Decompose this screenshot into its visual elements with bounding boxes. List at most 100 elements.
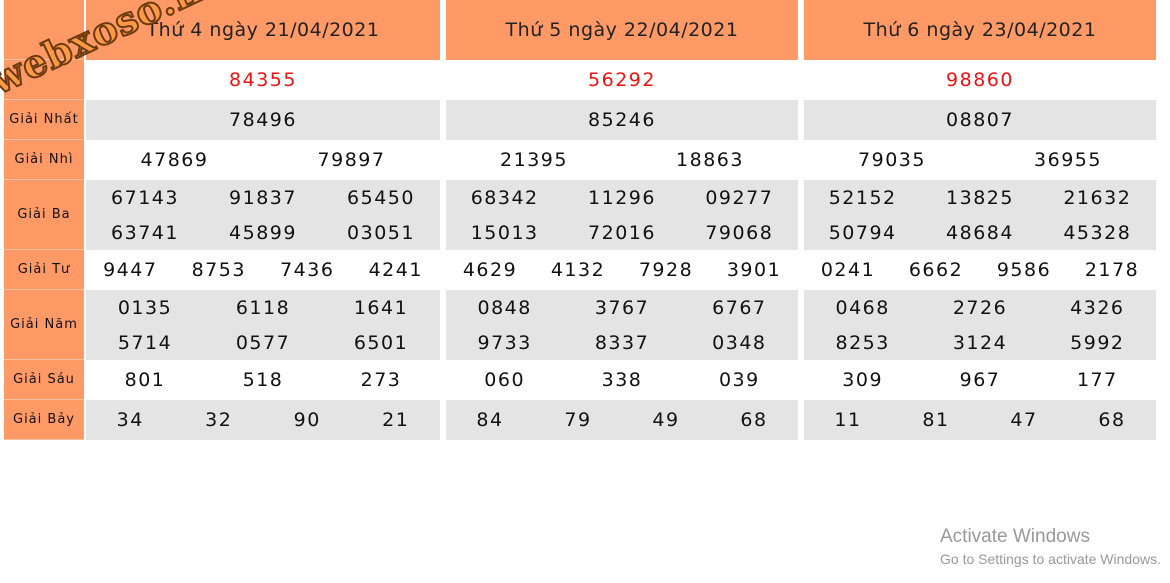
prize-number: 72016 <box>588 221 656 244</box>
activate-windows-subtitle: Go to Settings to activate Windows. <box>940 551 1161 567</box>
prize-number: 518 <box>242 369 284 391</box>
prize-number: 9733 <box>477 331 532 354</box>
prize-number: 49 <box>652 409 680 431</box>
row-labels: Giải Nhất Giải Nhì Giải Ba Giải Tư Giải Năm G… <box>4 0 84 440</box>
row-label: Giải Nhì <box>4 140 84 180</box>
prize-number: 5714 <box>117 331 173 354</box>
prize-row-g3: 67143 91837 65450 63741 45899 03051 <box>86 180 440 250</box>
prize-number: 21395 <box>500 149 568 171</box>
prize-number: 8253 <box>835 331 890 354</box>
row-label <box>4 0 84 60</box>
prize-number: 47869 <box>140 149 209 171</box>
prize-number: 81 <box>922 409 950 431</box>
row-label: Giải Nhất <box>4 100 84 140</box>
prize-number: 3767 <box>594 296 650 319</box>
prize-number: 2178 <box>1084 259 1140 281</box>
prize-row-g3: 52152 13825 21632 50794 48684 45328 <box>804 180 1156 250</box>
prize-number: 4241 <box>368 259 423 281</box>
prize-number: 91837 <box>229 186 297 209</box>
row-label: Giải Tư <box>4 250 84 290</box>
prize-number: 08807 <box>946 109 1014 131</box>
prize-row-g7: 84 79 49 68 <box>446 400 798 440</box>
prize-number: 34 <box>116 409 144 431</box>
day-header: Thứ 4 ngày 21/04/2021 <box>86 0 440 60</box>
prize-number: 84 <box>476 409 504 431</box>
prize-number: 2726 <box>952 296 1008 319</box>
prize-row-g3: 68342 11296 09277 15013 72016 79068 <box>446 180 798 250</box>
day-column: Thứ 4 ngày 21/04/2021 84355 78496 47869 7989… <box>86 0 440 440</box>
prize-row-g4: 0241 6662 9586 2178 <box>804 250 1156 290</box>
prize-row-g5: 0848 3767 6767 9733 8337 0348 <box>446 290 798 360</box>
prize-row-g6: 060 338 039 <box>446 360 798 400</box>
prize-number: 9447 <box>103 259 158 281</box>
prize-row-g4: 4629 4132 7928 3901 <box>446 250 798 290</box>
prize-number: 50794 <box>828 221 897 244</box>
prize-number: 47 <box>1010 409 1038 431</box>
prize-number: 967 <box>959 369 1001 391</box>
prize-number: 21 <box>382 409 410 431</box>
row-label: Giải Ba <box>4 180 84 250</box>
prize-number: 90 <box>293 409 321 431</box>
prize-number: 7928 <box>638 259 694 281</box>
prize-number: 3124 <box>952 331 1008 354</box>
prize-row-g1: 08807 <box>804 100 1156 140</box>
prize-number: 6662 <box>908 259 964 281</box>
prize-number: 9586 <box>996 259 1052 281</box>
activate-windows-title: Activate Windows <box>940 526 1090 547</box>
prize-number: 98860 <box>946 69 1014 91</box>
prize-number: 0468 <box>835 296 890 319</box>
prize-number: 45328 <box>1063 221 1132 244</box>
prize-number: 63741 <box>111 221 179 244</box>
lottery-results-table: Giải Nhất Giải Nhì Giải Ba Giải Tư Giải Năm G… <box>4 0 1156 440</box>
prize-number: 21632 <box>1063 186 1132 209</box>
prize-row-g7: 34 32 90 21 <box>86 400 440 440</box>
prize-number: 18863 <box>676 149 744 171</box>
prize-number: 79068 <box>705 221 774 244</box>
prize-row-g4: 9447 8753 7436 4241 <box>86 250 440 290</box>
prize-number: 65450 <box>347 186 415 209</box>
prize-number: 060 <box>484 369 526 391</box>
prize-number: 68342 <box>470 186 539 209</box>
prize-number: 48684 <box>946 221 1014 244</box>
prize-number: 8753 <box>191 259 246 281</box>
prize-number: 273 <box>360 369 402 391</box>
prize-row-g5: 0135 6118 1641 5714 0577 6501 <box>86 290 440 360</box>
row-label: Giải Năm <box>4 290 84 360</box>
prize-number: 309 <box>842 369 884 391</box>
prize-number: 4326 <box>1070 296 1125 319</box>
day-header: Thứ 6 ngày 23/04/2021 <box>804 0 1156 60</box>
day-column: Thứ 6 ngày 23/04/2021 98860 08807 79035 3695… <box>804 0 1156 440</box>
prize-number: 6767 <box>712 296 767 319</box>
prize-number: 11 <box>834 409 862 431</box>
prize-number: 79897 <box>317 149 386 171</box>
row-label: Giải Sáu <box>4 360 84 400</box>
prize-number: 36955 <box>1034 149 1102 171</box>
prize-number: 1641 <box>353 296 409 319</box>
prize-row-special: 84355 <box>86 60 440 100</box>
prize-number: 0577 <box>235 331 291 354</box>
prize-number: 801 <box>124 369 166 391</box>
prize-number: 11296 <box>588 186 656 209</box>
row-label: Giải Bảy <box>4 400 84 440</box>
prize-number: 4132 <box>550 259 606 281</box>
prize-number: 78496 <box>229 109 297 131</box>
prize-number: 79035 <box>858 149 926 171</box>
prize-number: 67143 <box>111 186 179 209</box>
prize-number: 177 <box>1076 369 1118 391</box>
day-column: Thứ 5 ngày 22/04/2021 56292 85246 21395 1886… <box>446 0 798 440</box>
prize-number: 03051 <box>347 221 415 244</box>
prize-row-g6: 309 967 177 <box>804 360 1156 400</box>
prize-number: 8337 <box>594 331 650 354</box>
prize-number: 338 <box>601 369 643 391</box>
prize-number: 79 <box>564 409 592 431</box>
prize-number: 0348 <box>712 331 767 354</box>
prize-row-g2: 21395 18863 <box>446 140 798 180</box>
prize-number: 09277 <box>705 186 774 209</box>
prize-number: 84355 <box>229 69 297 91</box>
prize-row-g5: 0468 2726 4326 8253 3124 5992 <box>804 290 1156 360</box>
prize-row-g1: 78496 <box>86 100 440 140</box>
prize-number: 0135 <box>117 296 173 319</box>
prize-number: 32 <box>205 409 233 431</box>
prize-row-g2: 47869 79897 <box>86 140 440 180</box>
prize-number: 45899 <box>229 221 297 244</box>
